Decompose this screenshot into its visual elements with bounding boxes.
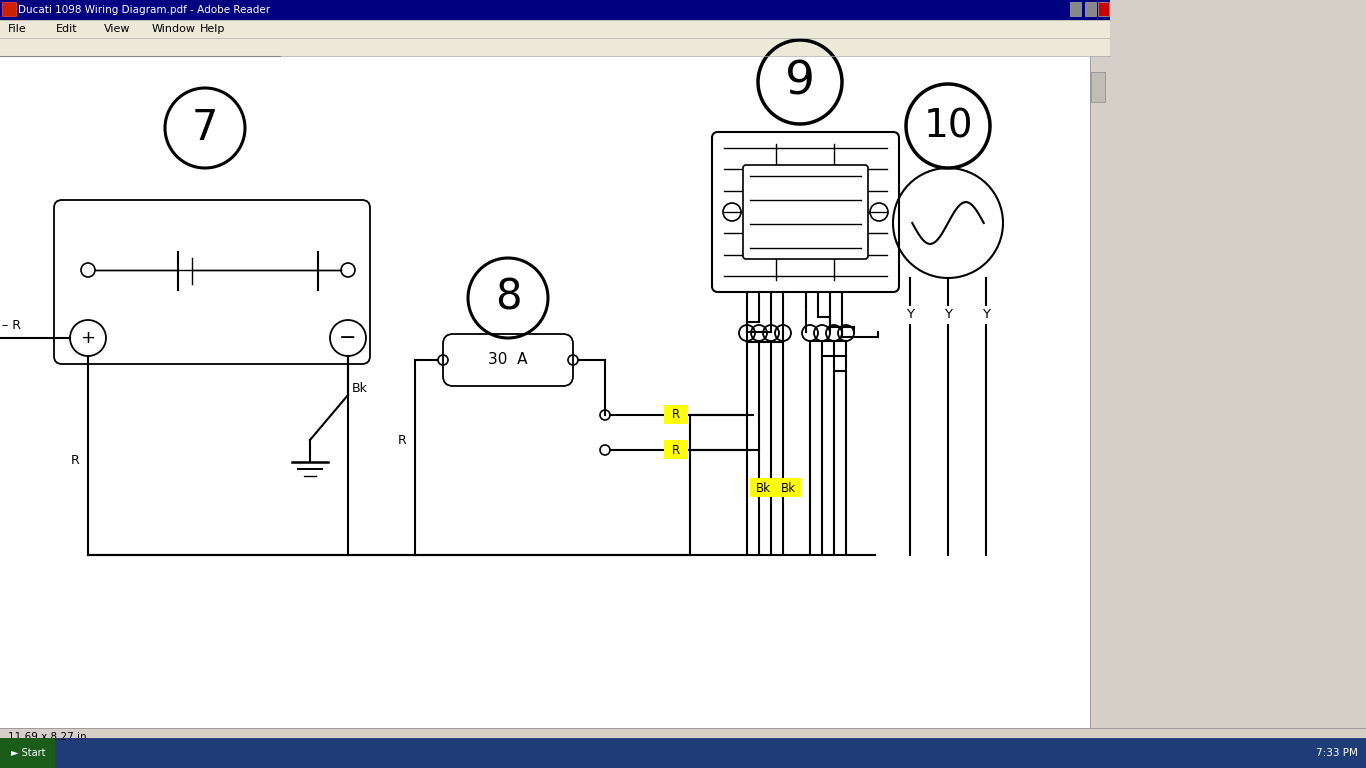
Text: +: + (81, 329, 96, 347)
Bar (0, 56, 1090, 728)
Text: Bk: Bk (352, 382, 367, 395)
Text: Y: Y (944, 309, 952, 322)
Text: 30  A: 30 A (488, 353, 527, 368)
Bar (0, 20, 1111, 38)
Text: Window: Window (152, 24, 195, 34)
Text: Y: Y (982, 309, 990, 322)
Text: R: R (672, 409, 680, 422)
Text: Edit: Edit (56, 24, 78, 34)
Text: R: R (398, 433, 407, 446)
FancyBboxPatch shape (443, 334, 572, 386)
Text: 8: 8 (494, 277, 522, 319)
Bar (0, 738, 1366, 768)
Text: Y: Y (906, 309, 914, 322)
Text: Ducati 1098 Wiring Diagram.pdf - Adobe Reader: Ducati 1098 Wiring Diagram.pdf - Adobe R… (18, 5, 270, 15)
Bar (1090, 56, 1106, 728)
Text: File: File (8, 24, 27, 34)
Text: Bk: Bk (780, 482, 795, 495)
FancyBboxPatch shape (750, 478, 776, 497)
Text: Help: Help (199, 24, 225, 34)
Text: R: R (672, 443, 680, 456)
FancyBboxPatch shape (743, 165, 867, 259)
Bar (1091, 72, 1105, 102)
FancyBboxPatch shape (664, 440, 688, 459)
Bar (0, 738, 55, 768)
FancyBboxPatch shape (55, 200, 370, 364)
Text: – R: – R (1, 319, 20, 332)
Text: View: View (104, 24, 131, 34)
Text: Bk: Bk (755, 482, 770, 495)
Bar (0, 38, 1111, 56)
Bar (1085, 2, 1096, 16)
Bar (0, 728, 1366, 746)
Text: −: − (339, 328, 357, 348)
Text: ► Start: ► Start (11, 748, 45, 758)
Bar (1070, 2, 1081, 16)
Text: 10: 10 (923, 107, 973, 145)
Text: R: R (71, 453, 79, 466)
Text: 11.69 x 8.27 in: 11.69 x 8.27 in (8, 732, 86, 742)
Bar (1098, 2, 1109, 16)
Text: 9: 9 (785, 59, 816, 104)
Bar (0, 0, 1111, 20)
FancyBboxPatch shape (664, 405, 688, 424)
Text: 7: 7 (191, 107, 219, 149)
FancyBboxPatch shape (775, 478, 800, 497)
Text: 7:33 PM: 7:33 PM (1315, 748, 1358, 758)
Bar (1, 2, 16, 16)
FancyBboxPatch shape (712, 132, 899, 292)
